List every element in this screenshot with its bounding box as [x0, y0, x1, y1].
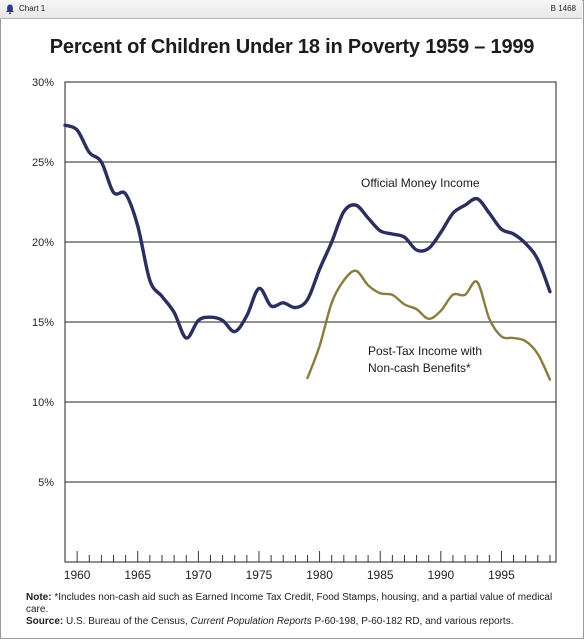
y-tick-label: 10% [32, 397, 54, 409]
chart-code-label: B 1468 [550, 4, 576, 13]
x-tick-label: 1960 [64, 568, 91, 582]
x-tick-label: 1980 [306, 568, 333, 582]
source-pre: U.S. Bureau of the Census, [63, 616, 191, 627]
official-income-line [63, 123, 552, 340]
posttax-income-line [306, 269, 552, 381]
y-tick-labels: 30% 25% 20% 15% 10% 5% [32, 77, 54, 489]
note-line: Note: *Includes non-cash aid such as Ear… [26, 592, 566, 616]
grid-lines [64, 81, 557, 563]
x-tick-labels: 1960 1965 1970 1975 1980 1985 1990 1995 [64, 551, 551, 582]
source-label: Source: [26, 616, 64, 627]
x-tick-label: 1995 [488, 568, 515, 582]
y-tick-label: 5% [38, 477, 54, 489]
x-tick-label: 1990 [427, 568, 454, 582]
note-label: Note: [26, 592, 52, 603]
x-tick-label: 1965 [124, 568, 151, 582]
series-lines [63, 123, 552, 381]
chart-notes: Note: *Includes non-cash aid such as Ear… [26, 592, 566, 628]
chart-number-label: Chart 1 [19, 4, 46, 13]
y-tick-label: 15% [32, 317, 54, 329]
window-topbar: Chart 1 B 1468 [0, 0, 582, 19]
x-tick-label: 1970 [185, 568, 212, 582]
y-tick-label: 30% [32, 77, 54, 89]
source-post: P-60-198, P-60-182 RD, and various repor… [311, 616, 514, 627]
note-text: *Includes non-cash aid such as Earned In… [26, 592, 553, 615]
official-series-label: Official Money Income [361, 176, 480, 190]
line-chart: 30%25%20%15%10%5% 1960 1965 1970 1975 1980 19… [32, 77, 557, 582]
bell-icon [6, 4, 14, 15]
posttax-series-label-line1: Post-Tax Income with [368, 344, 482, 358]
posttax-series-label-line2: Non-cash Benefits* [368, 361, 471, 375]
source-line: Source: U.S. Bureau of the Census, Curre… [26, 616, 566, 628]
chart-title: Percent of Children Under 18 in Poverty … [49, 36, 535, 58]
source-italic: Current Population Reports [190, 616, 312, 627]
y-tick-label: 20% [32, 237, 54, 249]
x-tick-label: 1985 [367, 568, 394, 582]
y-tick-label: 25% [32, 157, 54, 169]
x-tick-label: 1975 [246, 568, 273, 582]
